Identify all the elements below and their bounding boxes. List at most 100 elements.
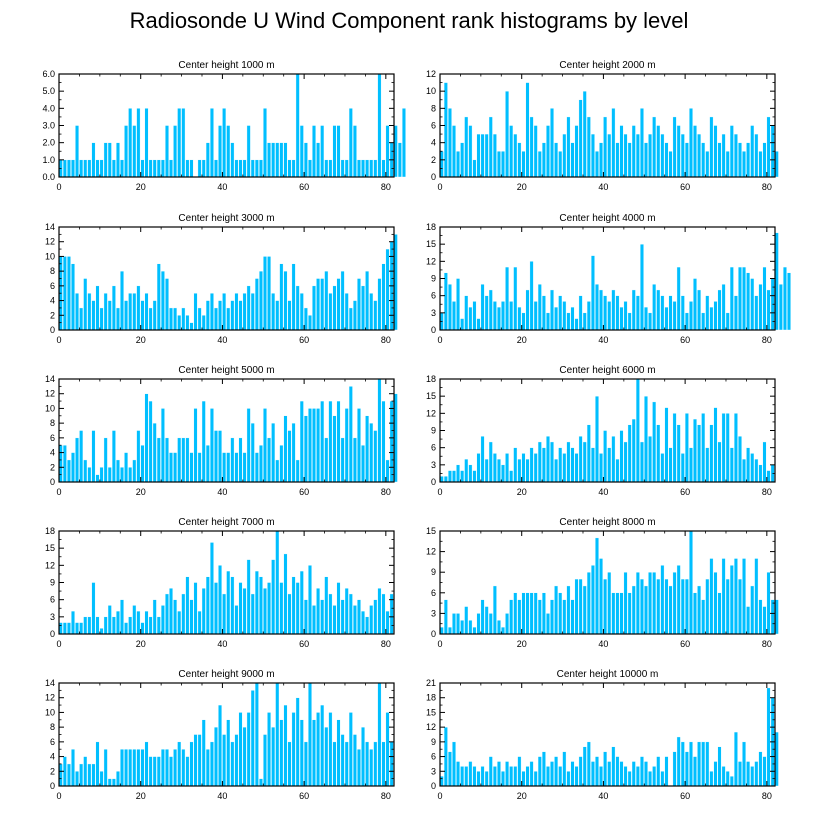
histogram-panel: Center height 8000 m 0 20 40 60 80 0 3 6 9 12 15 bbox=[426, 517, 779, 649]
histogram-bar bbox=[762, 606, 767, 635]
histogram-bar bbox=[456, 761, 461, 787]
histogram-bar bbox=[324, 576, 329, 635]
histogram-bar bbox=[71, 749, 75, 787]
histogram-bar bbox=[156, 263, 161, 331]
histogram-bar bbox=[468, 761, 473, 787]
histogram-bar bbox=[590, 565, 595, 635]
histogram-bar bbox=[340, 599, 345, 635]
histogram-bar bbox=[165, 437, 169, 483]
histogram-bar bbox=[644, 142, 648, 178]
histogram-bar bbox=[709, 306, 714, 331]
x-tick-label: 80 bbox=[762, 182, 772, 192]
histogram-bar bbox=[124, 622, 129, 635]
histogram-bar bbox=[71, 159, 75, 178]
histogram-bar bbox=[267, 256, 272, 331]
histogram-bar bbox=[693, 125, 697, 178]
histogram-bar bbox=[365, 741, 370, 787]
histogram-panel: Center height 9000 m 0 20 40 60 80 0 2 4 6 8 10 12 14 bbox=[45, 669, 395, 801]
histogram-bar bbox=[357, 749, 361, 787]
histogram-bar bbox=[91, 142, 96, 178]
histogram-bar bbox=[132, 293, 137, 331]
x-tick-label: 20 bbox=[136, 487, 146, 497]
histogram-bar bbox=[689, 108, 693, 178]
histogram-bar bbox=[672, 751, 677, 787]
x-tick-label: 20 bbox=[136, 639, 146, 649]
histogram-bar bbox=[660, 295, 665, 331]
histogram-bar bbox=[87, 616, 92, 635]
histogram-bar bbox=[533, 301, 538, 331]
y-tick-label: 3 bbox=[431, 608, 436, 618]
histogram-bar bbox=[287, 430, 292, 483]
histogram-bar bbox=[148, 756, 153, 787]
histogram-bar bbox=[111, 430, 116, 483]
histogram-bar bbox=[578, 99, 583, 178]
histogram-bar bbox=[464, 116, 469, 178]
y-tick-label: 9 bbox=[431, 737, 436, 747]
histogram-bar bbox=[521, 771, 526, 787]
histogram-bar bbox=[87, 763, 92, 787]
histogram-bar bbox=[83, 159, 88, 178]
y-tick-label: 4.0 bbox=[42, 103, 55, 113]
histogram-bar bbox=[197, 734, 202, 787]
histogram-bar bbox=[447, 108, 452, 178]
histogram-bar bbox=[566, 771, 571, 787]
histogram-bar bbox=[623, 441, 628, 483]
histogram-bar bbox=[283, 704, 288, 787]
histogram-bar bbox=[271, 422, 276, 483]
histogram-bar bbox=[497, 306, 501, 331]
histogram-bar bbox=[209, 408, 214, 483]
histogram-bar bbox=[468, 306, 473, 331]
histogram-bar bbox=[578, 295, 583, 331]
histogram-bar bbox=[603, 295, 608, 331]
histogram-bar bbox=[107, 467, 112, 483]
histogram-bar bbox=[205, 300, 210, 331]
histogram-bar bbox=[165, 125, 169, 178]
histogram-bar bbox=[283, 270, 288, 331]
x-tick-label: 40 bbox=[598, 639, 608, 649]
histogram-bar bbox=[525, 289, 530, 331]
histogram-bar bbox=[562, 453, 567, 483]
histogram-bar bbox=[283, 553, 288, 635]
histogram-bar bbox=[550, 108, 554, 178]
histogram-bar bbox=[452, 125, 456, 178]
histogram-bar bbox=[279, 445, 284, 483]
histogram-bar bbox=[546, 436, 550, 483]
histogram-bar bbox=[550, 289, 554, 331]
histogram-bar bbox=[782, 266, 787, 331]
histogram-bar bbox=[279, 263, 284, 331]
histogram-bar bbox=[115, 459, 120, 483]
histogram-bar bbox=[558, 151, 563, 178]
histogram-bar bbox=[238, 582, 243, 635]
y-tick-label: 15 bbox=[426, 239, 436, 249]
histogram-bar bbox=[729, 775, 734, 787]
histogram-bar bbox=[218, 704, 223, 787]
histogram-bar bbox=[721, 766, 726, 787]
histogram-bar bbox=[271, 726, 276, 787]
histogram-bar bbox=[607, 761, 612, 787]
histogram-bar bbox=[369, 422, 374, 483]
y-tick-label: 0 bbox=[50, 781, 55, 791]
histogram-bar bbox=[181, 749, 186, 787]
histogram-bar bbox=[214, 582, 218, 635]
histogram-bar bbox=[181, 108, 186, 178]
histogram-bar bbox=[340, 159, 345, 178]
histogram-bar bbox=[664, 407, 669, 483]
histogram-bar bbox=[201, 315, 206, 331]
histogram-bar bbox=[320, 400, 325, 483]
histogram-bar bbox=[181, 593, 186, 635]
y-tick-label: 3 bbox=[50, 612, 55, 622]
histogram-bar bbox=[291, 263, 296, 331]
x-tick-label: 40 bbox=[217, 487, 227, 497]
histogram-bar bbox=[570, 761, 575, 787]
histogram-bar bbox=[71, 610, 75, 635]
histogram-bar bbox=[299, 570, 304, 635]
histogram-bar bbox=[770, 599, 775, 635]
histogram-bar bbox=[733, 133, 738, 178]
histogram-bar bbox=[258, 159, 263, 178]
histogram-bar bbox=[62, 445, 67, 483]
histogram-bar bbox=[623, 766, 628, 787]
histogram-bar bbox=[271, 142, 276, 178]
x-tick-label: 40 bbox=[217, 791, 227, 801]
histogram-bar bbox=[733, 413, 738, 483]
histogram-bar bbox=[169, 452, 173, 483]
